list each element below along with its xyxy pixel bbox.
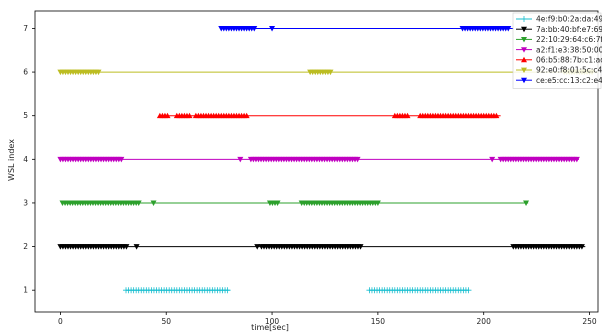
data-point xyxy=(164,112,171,119)
legend-label: ce:e5:cc:13:c2:e4 xyxy=(536,76,602,85)
x-tick-label: 50 xyxy=(161,317,171,326)
legend-item: 92:e0:f8:01:5c:c4 xyxy=(516,66,602,75)
data-point xyxy=(133,244,140,250)
y-tick-label: 4 xyxy=(23,155,28,164)
plot-frame xyxy=(34,10,599,313)
y-tick-label: 2 xyxy=(23,242,28,251)
data-point xyxy=(118,156,125,163)
data-point xyxy=(269,26,276,32)
x-tick-label: 100 xyxy=(265,317,280,326)
legend-item: 06:b5:88:7b:c1:ad xyxy=(516,56,602,65)
legend-label: a2:f1:e3:38:50:00 xyxy=(536,45,602,54)
x-axis: 0 50 100 150 200 250 xyxy=(58,312,597,326)
data-point xyxy=(135,200,142,206)
legend: 4e:f9:b0:2a:da:497a:bb:40:bf:e7:6922:10:… xyxy=(512,12,602,89)
series-4 xyxy=(57,156,580,163)
data-point xyxy=(224,287,231,294)
legend-item: 7a:bb:40:bf:e7:69 xyxy=(516,25,602,34)
legend-marker xyxy=(521,67,527,73)
data-point xyxy=(123,244,130,250)
legend-label: 06:b5:88:7b:c1:ad xyxy=(536,56,602,65)
legend-item: 22:10:29:64:c6:7f xyxy=(516,35,602,44)
x-tick-label: 200 xyxy=(477,317,492,326)
y-tick-label: 7 xyxy=(23,24,28,33)
data-point xyxy=(150,200,157,206)
y-tick-label: 5 xyxy=(23,111,28,120)
legend-label: 4e:f9:b0:2a:da:49 xyxy=(536,15,602,24)
x-axis-title: time[sec] xyxy=(251,323,289,332)
y-tick-label: 1 xyxy=(23,286,28,295)
series-2 xyxy=(57,244,586,250)
y-tick-label: 3 xyxy=(23,198,28,207)
legend-marker xyxy=(521,37,527,43)
data-point xyxy=(243,112,250,119)
x-tick-label: 150 xyxy=(371,317,386,326)
series-5 xyxy=(156,112,501,119)
data-point xyxy=(327,69,334,76)
data-point xyxy=(489,156,496,163)
data-point xyxy=(186,112,193,119)
data-point xyxy=(523,200,530,206)
series-1 xyxy=(123,287,472,294)
data-point xyxy=(578,244,585,250)
legend-marker xyxy=(521,77,527,84)
legend-label: 92:e0:f8:01:5c:c4 xyxy=(536,66,602,75)
data-point xyxy=(493,112,500,119)
data-point xyxy=(237,156,244,163)
data-point xyxy=(374,200,381,206)
legend-label: 22:10:29:64:c6:7f xyxy=(536,35,602,44)
x-tick-label: 0 xyxy=(58,317,63,326)
data-point xyxy=(465,287,472,294)
legend-item: ce:e5:cc:13:c2:e4 xyxy=(516,76,602,85)
legend-marker xyxy=(521,26,527,33)
data-point xyxy=(95,69,102,76)
data-point xyxy=(573,156,580,163)
y-tick-label: 6 xyxy=(23,68,28,77)
data-point xyxy=(274,200,281,206)
legend-label: 7a:bb:40:bf:e7:69 xyxy=(536,25,602,34)
data-point xyxy=(251,26,258,32)
x-tick-label: 250 xyxy=(582,317,597,326)
data-point xyxy=(254,244,261,250)
legend-item: 4e:f9:b0:2a:da:49 xyxy=(516,15,602,24)
y-axis-title: WSL index xyxy=(7,139,16,181)
legend-marker xyxy=(521,16,527,22)
plot-area xyxy=(57,26,598,294)
series-3 xyxy=(59,200,530,206)
data-point xyxy=(404,112,411,119)
series-7 xyxy=(218,26,514,32)
legend-marker xyxy=(521,47,527,53)
data-point xyxy=(505,26,512,32)
data-point xyxy=(354,156,361,163)
data-point xyxy=(357,244,364,250)
legend-marker xyxy=(521,56,527,63)
legend-item: a2:f1:e3:38:50:00 xyxy=(516,45,602,54)
legend-box xyxy=(512,12,602,89)
y-axis: 1 2 3 4 5 6 7 xyxy=(23,24,35,295)
